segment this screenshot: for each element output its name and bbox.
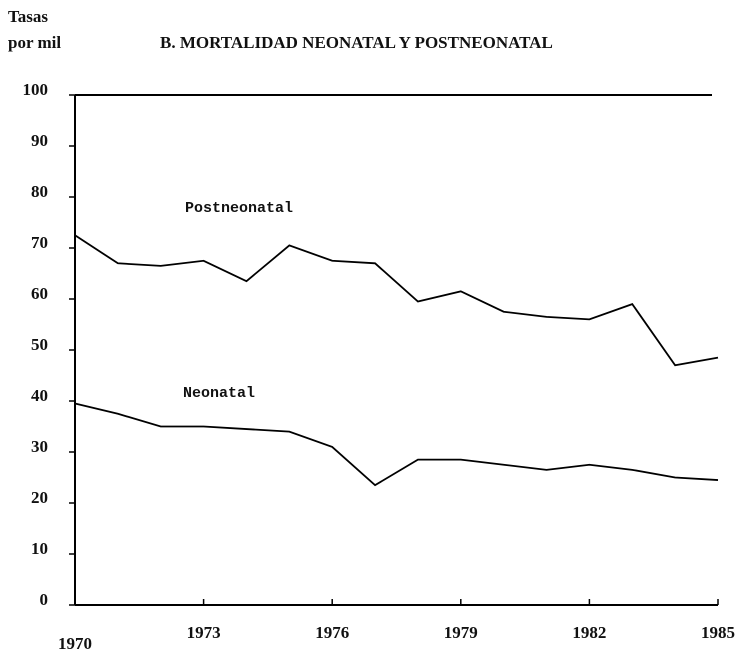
y-tick-label: 50 — [31, 335, 48, 354]
x-tick-label: 1970 — [58, 634, 92, 653]
y-tick-label: 80 — [31, 182, 48, 201]
series-line — [74, 234, 719, 367]
x-tick-label: 1973 — [187, 623, 221, 642]
y-tick-label: 70 — [31, 233, 48, 252]
y-axis-label: por mil — [8, 33, 61, 52]
y-tick-label: 30 — [31, 437, 48, 456]
y-tick-label: 90 — [31, 131, 48, 150]
chart-title: B. MORTALIDAD NEONATAL Y POSTNEONATAL — [160, 33, 553, 52]
x-tick-label: 1982 — [572, 623, 606, 642]
x-tick-label: 1976 — [315, 623, 349, 642]
y-tick-label: 40 — [31, 386, 48, 405]
y-tick-label: 0 — [40, 590, 49, 609]
x-tick-label: 1985 — [701, 623, 735, 642]
series-line — [74, 402, 719, 487]
y-axis-label: Tasas — [8, 7, 48, 26]
y-tick-label: 20 — [31, 488, 48, 507]
series-label: Neonatal — [183, 385, 255, 402]
series-label: Postneonatal — [185, 200, 293, 217]
y-tick-label: 100 — [23, 80, 49, 99]
y-tick-label: 10 — [31, 539, 48, 558]
x-tick-label: 1979 — [444, 623, 478, 642]
y-tick-label: 60 — [31, 284, 48, 303]
